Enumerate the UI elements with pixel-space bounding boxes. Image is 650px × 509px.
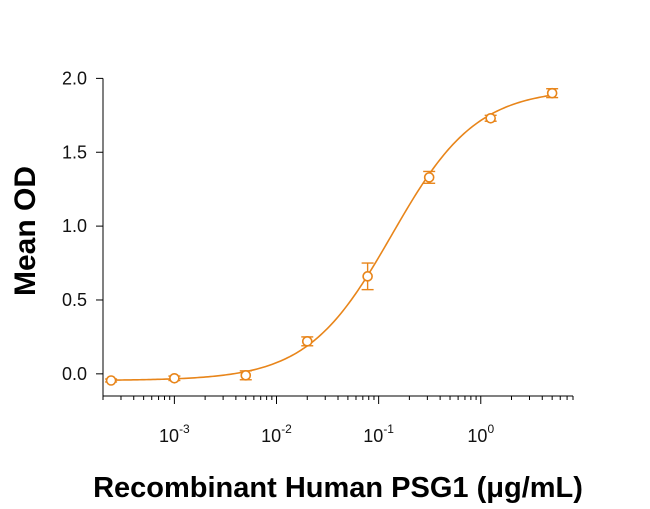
data-point	[301, 336, 314, 347]
data-point	[546, 87, 559, 99]
y-ticks: 0.0 0.5 1.0 1.5 2.0	[62, 68, 103, 384]
point-marker	[301, 336, 313, 347]
point-marker	[423, 172, 435, 183]
point-marker	[169, 372, 180, 384]
x-ticks: 10-3 10-2 10-1 100	[102, 396, 574, 446]
y-tick-label: 1.0	[62, 216, 87, 236]
point-marker	[105, 375, 117, 386]
x-tick-label: 10-3	[159, 422, 190, 446]
y-tick-label: 0.5	[62, 290, 87, 310]
y-tick-label: 2.0	[62, 68, 87, 88]
data-point	[168, 372, 181, 384]
point-marker	[485, 112, 496, 124]
point-marker	[240, 370, 252, 381]
y-axis-title: Mean OD	[9, 166, 42, 296]
point-marker	[362, 271, 373, 282]
data-point	[361, 262, 374, 291]
y-tick-label: 0.0	[62, 364, 87, 384]
data-point	[423, 170, 436, 184]
data-point	[239, 370, 252, 381]
x-tick-label: 10-1	[363, 422, 394, 446]
data-points	[105, 87, 559, 386]
plot-area: 0.0 0.5 1.0 1.5 2.0 10-3 10-2 10-1 100	[62, 68, 574, 446]
x-tick-label: 10-2	[261, 422, 292, 446]
data-point	[484, 112, 497, 124]
data-point	[105, 375, 118, 386]
y-tick-label: 1.5	[62, 142, 87, 162]
x-tick-label: 100	[467, 422, 494, 446]
fit-curve	[111, 94, 553, 381]
point-marker	[546, 87, 558, 99]
x-axis-title: Recombinant Human PSG1 (μg/mL)	[93, 472, 583, 504]
